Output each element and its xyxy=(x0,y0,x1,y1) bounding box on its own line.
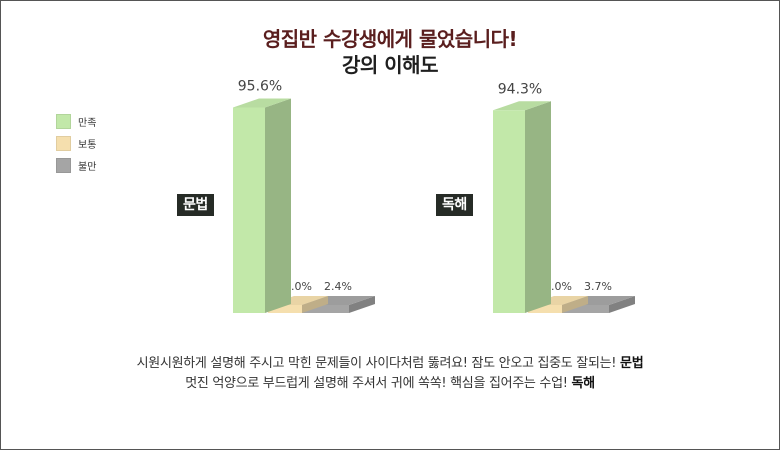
chart-title: 영집반 수강생에게 물었습니다! xyxy=(262,27,518,51)
legend-item-neutral: 보통 xyxy=(56,132,96,154)
bar-reading-neutral-side xyxy=(562,296,588,313)
bar-grammar-satisfied-front xyxy=(233,107,265,314)
bar-reading-satisfied-front xyxy=(493,110,525,313)
footer-line-reading: 멋진 억양으로 부드럽게 설명해 주셔서 귀에 쏙쏙! 핵심을 집어주는 수업!… xyxy=(1,372,779,391)
legend-label-dissatisfied: 불만 xyxy=(78,161,97,173)
category-label-reading: 독해 xyxy=(436,194,473,216)
bar-reading-satisfied-top xyxy=(493,101,551,111)
bar-grammar-neutral-side xyxy=(302,296,328,313)
footer-text-reading: 멋진 억양으로 부드럽게 설명해 주셔서 귀에 쏙쏙! 핵심을 집어주는 수업! xyxy=(185,376,572,391)
bar-grammar-dissatisfied-side xyxy=(349,296,375,313)
legend-swatch-satisfied xyxy=(56,113,71,129)
bar-chart: 2.4% 2.0% 95.6% 3.7% 2.0% 94.3% xyxy=(233,78,635,314)
bar-grammar-satisfied-top xyxy=(233,98,291,108)
bar-reading-dissatisfied-value-label: 3.7% xyxy=(584,280,612,293)
bar-grammar-satisfied-side xyxy=(265,98,291,314)
bar-grammar-dissatisfied-value-label: 2.4% xyxy=(324,280,352,293)
bar-reading-neutral-value-label: 2.0% xyxy=(544,280,572,293)
chart-subtitle: 강의 이해도 xyxy=(342,53,438,77)
legend-swatch-dissatisfied xyxy=(56,157,71,173)
legend-label-neutral: 보통 xyxy=(78,139,97,151)
category-label-grammar: 문법 xyxy=(177,194,214,216)
footer-line-grammar: 시원시원하게 설명해 주시고 막힌 문제들이 사이다처럼 뚫려요! 잠도 안오고… xyxy=(1,352,779,371)
bar-grammar-neutral-value-label: 2.0% xyxy=(284,280,312,293)
legend-label-satisfied: 만족 xyxy=(78,117,97,129)
bar-grammar-satisfied-value-label: 95.6% xyxy=(238,78,282,94)
footer-text-grammar: 시원시원하게 설명해 주시고 막힌 문제들이 사이다처럼 뚫려요! 잠도 안오고… xyxy=(136,356,621,371)
bar-reading-satisfied-side xyxy=(525,101,551,313)
legend-swatch-neutral xyxy=(56,135,71,151)
legend-item-satisfied: 만족 xyxy=(56,110,96,132)
bar-reading-satisfied-value-label: 94.3% xyxy=(498,81,542,97)
legend: 만족 보통 불만 xyxy=(56,110,96,176)
footer-keyword-grammar: 문법 xyxy=(620,356,644,371)
footer-keyword-reading: 독해 xyxy=(571,376,595,391)
bar-reading-dissatisfied-side xyxy=(609,296,635,313)
legend-item-dissatisfied: 불만 xyxy=(56,154,96,176)
